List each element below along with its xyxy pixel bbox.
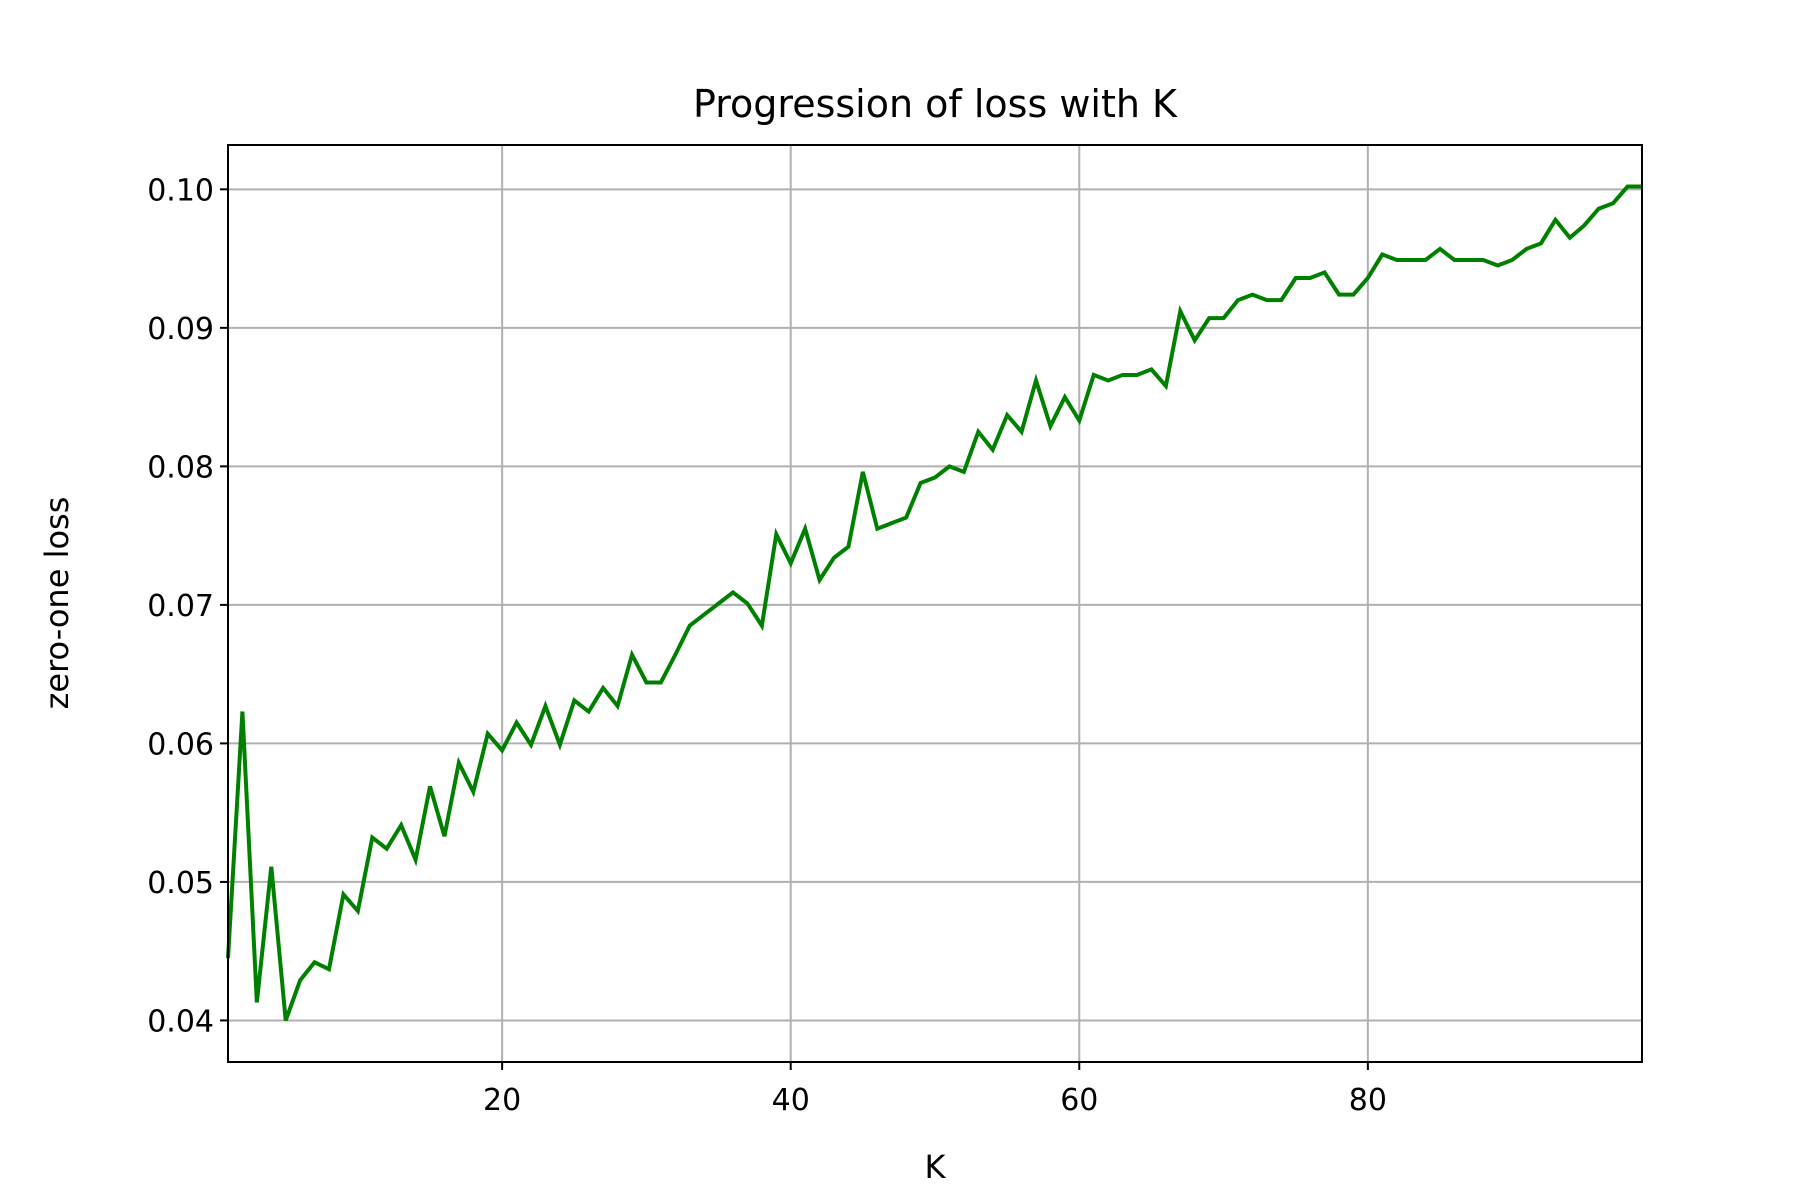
- series-line: [226, 184, 1642, 1022]
- y-tick-label: 0.05: [147, 866, 214, 901]
- x-axis-ticks: 20 40 60 80: [483, 1062, 1387, 1118]
- y-tick-label: 0.04: [147, 1004, 214, 1039]
- y-axis-ticks: 0.04 0.05 0.06 0.07 0.08 0.09 0.10: [147, 173, 228, 1039]
- y-tick-label: 0.07: [147, 589, 214, 624]
- plot-frame: [227, 144, 1643, 1063]
- grid-lines: [228, 145, 1642, 1062]
- x-tick-label: 40: [772, 1083, 810, 1118]
- series-layer: [226, 184, 1642, 1022]
- chart-title: Progression of loss with K: [693, 82, 1178, 126]
- x-axis-label: K: [925, 1148, 947, 1186]
- y-tick-label: 0.06: [147, 727, 214, 762]
- x-tick-label: 20: [483, 1083, 521, 1118]
- y-tick-label: 0.09: [147, 312, 214, 347]
- x-tick-label: 60: [1060, 1083, 1098, 1118]
- y-tick-label: 0.08: [147, 450, 214, 485]
- y-tick-label: 0.10: [147, 173, 214, 208]
- y-axis-label: zero-one loss: [38, 497, 76, 710]
- x-tick-label: 80: [1349, 1083, 1387, 1118]
